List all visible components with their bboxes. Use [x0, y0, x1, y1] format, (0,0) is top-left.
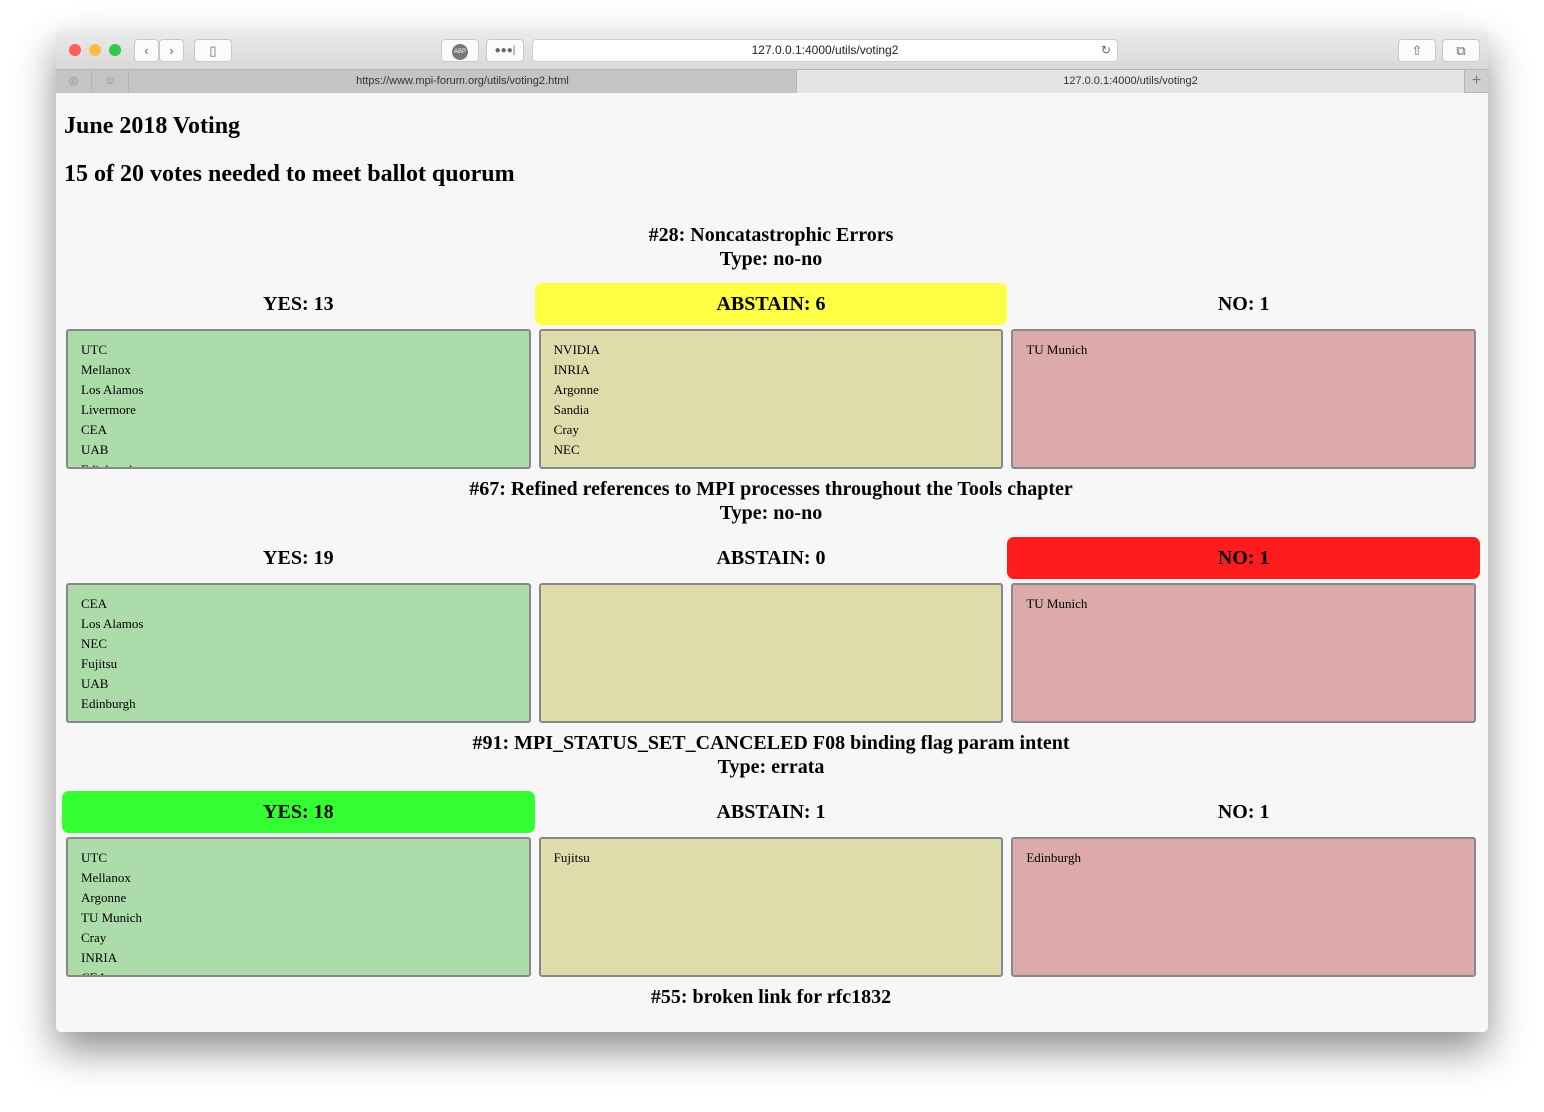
- address-bar[interactable]: 127.0.0.1:4000/utils/voting2 ↻: [532, 39, 1118, 62]
- voter-item: UTC: [81, 342, 107, 357]
- zoom-icon[interactable]: [109, 44, 121, 56]
- voter-item: UAB: [81, 676, 109, 691]
- yes-count: YES: 19: [263, 547, 334, 569]
- tab-localhost[interactable]: 127.0.0.1:4000/utils/voting2: [796, 70, 1464, 93]
- abstain-count: ABSTAIN: 0: [716, 547, 826, 569]
- new-tab-icon[interactable]: +: [1464, 70, 1488, 93]
- voter-item: Fujitsu: [553, 850, 590, 865]
- proposal-title: #67: Refined references to MPI processes…: [469, 478, 1073, 500]
- yes-voter-list[interactable]: UTC Mellanox Los Alamos Livermore CEA UAB Edin…: [66, 329, 531, 469]
- voter-item: Argonne: [553, 382, 599, 397]
- abstain-count: ABSTAIN: 1: [716, 801, 826, 823]
- voter-item: Argonne: [81, 890, 127, 905]
- abstain-column: ABSTAIN: 6 NVIDIA INRIA Argonne Sandia Cray N…: [534, 283, 1008, 469]
- voter-item: Edinburgh: [81, 460, 516, 467]
- no-column: NO: 1 TU Munich: [1011, 283, 1477, 469]
- abstain-column: ABSTAIN: 0: [538, 537, 1004, 723]
- no-count: NO: 1: [1217, 801, 1270, 823]
- proposal-title: #55: broken link for rfc1832: [650, 986, 892, 1008]
- voter-item: UAB: [81, 442, 109, 457]
- address-text: 127.0.0.1:4000/utils/voting2: [751, 43, 899, 57]
- voter-item: INRIA: [553, 362, 590, 377]
- voter-item: CEA: [81, 596, 107, 611]
- proposal-section: #91: MPI_STATUS_SET_CANCELED F08 binding…: [62, 731, 1478, 977]
- voter-item: INRIA: [81, 950, 118, 965]
- voter-item: UTC: [81, 850, 107, 865]
- github-icon[interactable]: ◎: [56, 70, 92, 93]
- voter-item: CEA: [81, 968, 516, 975]
- sidebar-icon[interactable]: ▯: [194, 39, 232, 62]
- back-icon[interactable]: ‹: [134, 39, 159, 62]
- abstain-voter-list[interactable]: [538, 583, 1004, 723]
- voter-item: Mellanox: [81, 870, 131, 885]
- forward-icon[interactable]: ›: [159, 39, 184, 62]
- voter-item: Edinburgh: [81, 696, 136, 711]
- voter-item: Fujitsu: [81, 656, 118, 671]
- tabs-overview-icon[interactable]: ⧉: [1442, 39, 1480, 62]
- proposal-section: #28: Noncatastrophic Errors Type: no-no Y…: [64, 223, 1478, 469]
- yes-count: YES: 13: [263, 293, 334, 315]
- proposal-section: #67: Refined references to MPI processes…: [64, 477, 1481, 723]
- voter-item: CEA: [81, 422, 107, 437]
- page-title: June 2018 Voting: [64, 113, 241, 139]
- close-icon[interactable]: [69, 44, 81, 56]
- quorum-status: 15 of 20 votes needed to meet ballot quo…: [64, 161, 515, 187]
- no-voter-list[interactable]: TU Munich: [1011, 329, 1477, 469]
- share-icon[interactable]: ⇧: [1398, 39, 1436, 62]
- abstain-voter-list[interactable]: Fujitsu: [538, 837, 1004, 977]
- voter-item: Mellanox: [81, 362, 131, 377]
- proposal-title: #91: MPI_STATUS_SET_CANCELED F08 binding…: [472, 732, 1070, 754]
- yes-count: YES: 18: [62, 791, 535, 833]
- no-voter-list[interactable]: Edinburgh: [1011, 837, 1477, 977]
- tab-mpi-forum[interactable]: https://www.mpi-forum.org/utils/voting2.…: [129, 70, 796, 93]
- reload-icon[interactable]: ↻: [1100, 43, 1111, 57]
- adblock-icon[interactable]: ABP: [441, 39, 479, 62]
- tab-bar: ◎ ☺ https://www.mpi-forum.org/utils/voti…: [56, 69, 1488, 93]
- voter-item: Edinburgh: [1026, 850, 1081, 865]
- minimize-icon[interactable]: [89, 44, 101, 56]
- no-column: NO: 1 Edinburgh: [1011, 791, 1477, 977]
- page-content: June 2018 Voting 15 of 20 votes needed t…: [56, 93, 1488, 1009]
- voter-item: NEC: [553, 442, 580, 457]
- proposal-section: #55: broken link for rfc1832: [64, 985, 1478, 1009]
- toolbar: ‹ › ▯ ABP ●●●| 127.0.0.1:4000/utils/voti…: [56, 31, 1488, 69]
- yes-column: YES: 19 CEA Los Alamos NEC Fujitsu UAB Edinbu…: [66, 537, 531, 723]
- yes-column: YES: 13 UTC Mellanox Los Alamos Livermore CE…: [66, 283, 531, 469]
- voter-item: TU Munich: [1026, 596, 1088, 611]
- yes-voter-list[interactable]: UTC Mellanox Argonne TU Munich Cray INRIA CEA: [66, 837, 531, 977]
- voter-item: NEC: [81, 636, 107, 651]
- abstain-count: ABSTAIN: 6: [534, 283, 1008, 325]
- no-count: NO: 1: [1007, 537, 1481, 579]
- proposal-type: Type: no-no: [719, 502, 823, 524]
- voter-item: Los Alamos: [81, 616, 144, 631]
- voter-item: Cray: [553, 422, 579, 437]
- extensions-icon[interactable]: ●●●|: [486, 39, 524, 62]
- no-count: NO: 1: [1217, 293, 1270, 315]
- no-column: NO: 1 TU Munich: [1007, 537, 1481, 723]
- voter-item: Los Alamos: [81, 382, 144, 397]
- voter-item: NVIDIA: [553, 342, 600, 357]
- yes-voter-list[interactable]: CEA Los Alamos NEC Fujitsu UAB Edinburgh: [66, 583, 531, 723]
- proposal-type: Type: no-no: [719, 248, 823, 270]
- voter-item: Cray: [81, 930, 107, 945]
- voter-item: TU Munich: [81, 910, 143, 925]
- abstain-voter-list[interactable]: NVIDIA INRIA Argonne Sandia Cray NEC: [538, 329, 1004, 469]
- no-voter-list[interactable]: TU Munich: [1011, 583, 1477, 723]
- proposal-type: Type: errata: [717, 756, 825, 778]
- abstain-column: ABSTAIN: 1 Fujitsu: [538, 791, 1004, 977]
- ghost-icon[interactable]: ☺: [92, 70, 129, 93]
- proposal-title: #28: Noncatastrophic Errors: [648, 224, 894, 246]
- voter-item: Livermore: [81, 402, 136, 417]
- yes-column: YES: 18 UTC Mellanox Argonne TU Munich Cray I…: [62, 791, 535, 977]
- voter-item: Sandia: [553, 402, 590, 417]
- browser-window: ‹ › ▯ ABP ●●●| 127.0.0.1:4000/utils/voti…: [56, 31, 1488, 1032]
- voter-item: TU Munich: [1026, 342, 1088, 357]
